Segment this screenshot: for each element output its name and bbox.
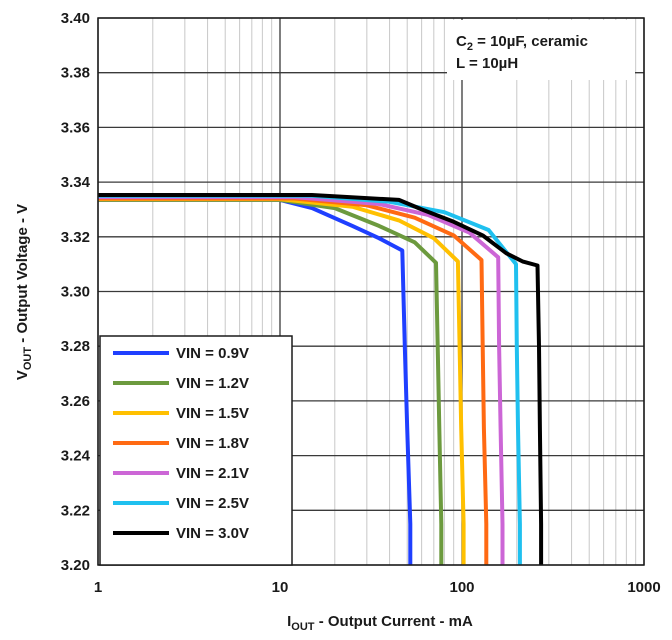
y-tick-label: 3.24	[61, 448, 91, 465]
y-tick-label: 3.30	[61, 284, 90, 301]
x-axis-title: IOUT - Output Current - mA	[287, 613, 473, 633]
x-tick-label: 1000	[627, 579, 660, 596]
legend-box	[99, 335, 293, 566]
plot-frame	[97, 17, 645, 566]
x-tick-label: 1	[94, 579, 102, 596]
legend-label: VIN = 1.5V	[176, 405, 249, 422]
y-tick-label: 3.32	[61, 229, 90, 246]
legend-label: VIN = 3.0V	[176, 525, 249, 542]
y-axis-title: VOUT - Output Voltage - V	[14, 204, 34, 380]
y-tick-labels: 3.20 3.22 3.24 3.26 3.28 3.30 3.32 3.34 3.36 3.38…	[61, 10, 91, 574]
y-tick-label: 3.26	[61, 393, 90, 410]
legend-label: VIN = 2.1V	[176, 465, 249, 482]
y-tick-label: 3.20	[61, 557, 90, 574]
y-tick-label: 3.40	[61, 10, 90, 27]
x-tick-labels: 1 10 100 1000	[94, 579, 661, 596]
annotation-box: C2 = 10µF, ceramic L = 10µH	[447, 20, 635, 80]
y-tick-label: 3.36	[61, 119, 90, 136]
annotation-line-2: L = 10µH	[456, 55, 518, 72]
y-tick-label: 3.34	[61, 174, 91, 191]
y-tick-label: 3.28	[61, 338, 90, 355]
legend-label: VIN = 1.8V	[176, 435, 249, 452]
y-tick-label: 3.22	[61, 502, 90, 519]
legend-label: VIN = 0.9V	[176, 345, 249, 362]
annotation-line-1: C2 = 10µF, ceramic	[456, 33, 588, 53]
x-tick-label: 100	[449, 579, 474, 596]
series-lines	[98, 193, 544, 565]
legend-label: VIN = 2.5V	[176, 495, 249, 512]
series-line-3	[98, 197, 466, 565]
legend-label: VIN = 1.2V	[176, 375, 249, 392]
legend: VIN = 0.9V VIN = 1.2V VIN = 1.5V VIN = 1.8V…	[99, 335, 293, 566]
series-line-5	[98, 195, 505, 565]
series-line-7	[98, 193, 544, 565]
series-line-2	[98, 197, 444, 565]
y-tick-label: 3.38	[61, 65, 90, 82]
x-tick-label: 10	[272, 579, 289, 596]
